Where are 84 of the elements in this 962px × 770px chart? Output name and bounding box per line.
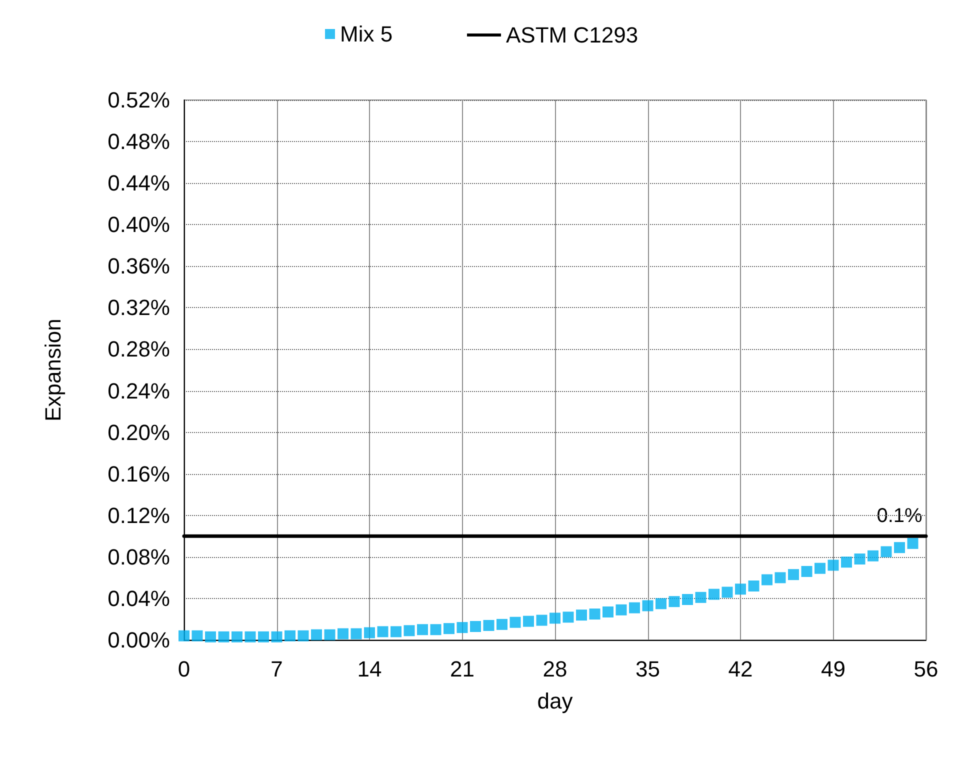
point [576,610,587,621]
y-tick-label: 0.08% [108,544,170,570]
y-axis-title: Expansion [40,318,66,422]
point [178,630,190,642]
point [841,556,852,568]
point [205,631,216,642]
point [682,594,693,605]
x-tick-label: 21 [450,656,474,682]
point [748,580,760,592]
point [284,630,296,642]
y-tick-label: 0.44% [108,170,170,196]
point [550,612,560,624]
x-tick-label: 28 [542,656,568,682]
point [907,538,918,549]
point [788,569,799,580]
legend-label: Mix 5 [340,22,393,46]
annotation: 0.1% [876,505,923,528]
y-tick-label: 0.24% [108,378,170,404]
point [562,612,574,623]
point [244,631,256,642]
x-tick-label: 56 [914,656,938,682]
point [629,602,640,614]
y-tick-label: 0.20% [108,420,170,445]
y-tick-label: 0.04% [108,586,170,611]
x-tick-label: 7 [270,656,283,682]
point [814,562,826,574]
point [470,621,481,632]
point [350,628,362,640]
point [324,629,336,640]
point [510,616,521,628]
point [642,600,654,612]
point [523,616,534,627]
point [708,588,720,600]
x-tick-label: 49 [821,656,846,682]
point [868,550,878,562]
point [364,627,375,638]
x-tick-label: 35 [636,656,660,682]
y-tick-label: 0.00% [108,628,170,652]
point [774,572,786,584]
point [377,626,388,638]
point [536,614,548,626]
point [828,560,839,571]
legend-label: ASTM C1293 [506,22,638,48]
point [722,586,733,598]
point [735,584,746,595]
y-tick-label: 0.28% [108,336,170,362]
point [338,628,348,640]
point [616,604,627,616]
point [656,598,666,610]
y-tick-label: 0.16% [108,461,170,486]
point [894,542,905,554]
point [880,546,892,558]
point [589,608,600,620]
point [192,630,203,642]
point [444,623,454,634]
point [258,631,269,642]
y-tick-label: 0.48% [108,129,170,154]
y-tick-label: 0.12% [108,502,170,528]
point [854,554,866,564]
point [298,630,309,642]
x-tick-label: 14 [357,656,382,682]
point [483,620,494,631]
point [232,631,242,642]
y-tick-label: 0.32% [108,295,170,320]
point [417,624,428,636]
point [430,624,442,636]
point [404,625,415,636]
y-tick-label: 0.36% [108,254,170,279]
point [218,631,230,642]
point [602,606,614,618]
point [668,596,680,608]
point [271,631,282,642]
point [496,618,508,630]
point [390,626,402,638]
point [801,566,812,577]
point [762,574,772,586]
y-tick-label: 0.52% [108,88,170,112]
point [695,592,706,603]
point [456,622,468,634]
point [311,629,322,640]
x-axis-title: day [537,688,573,714]
x-tick-label: 0 [178,656,190,682]
x-tick-label: 42 [728,656,753,682]
y-tick-label: 0.40% [108,212,170,238]
